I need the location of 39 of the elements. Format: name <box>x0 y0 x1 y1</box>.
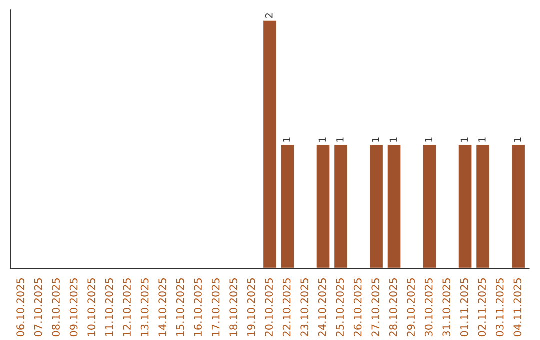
x-tick-label: 31.10.2025 <box>442 278 451 336</box>
x-tick-label: 19.10.2025 <box>247 278 256 336</box>
x-tick-label: 23.10.2025 <box>300 278 309 337</box>
data-label: 1 <box>283 138 290 142</box>
data-label: 1 <box>425 138 432 142</box>
x-tick-label: 17.10.2025 <box>212 278 220 336</box>
x-tick-label: 18.10.2025 <box>230 278 238 336</box>
x-tick-label: 22.10.2025 <box>282 278 291 337</box>
x-tick-label: 25.10.2025 <box>336 278 344 337</box>
x-tick-label: 27.10.2025 <box>372 278 380 337</box>
x-tick-label: 01.11.2025 <box>460 278 468 337</box>
data-label: 1 <box>460 138 468 142</box>
data-label: 2 <box>265 14 273 18</box>
x-tick-label: 15.10.2025 <box>176 278 184 336</box>
data-label: 1 <box>336 138 344 142</box>
data-label: 1 <box>514 138 522 142</box>
x-tick-label: 29.10.2025 <box>407 278 416 337</box>
x-tick-label: 08.10.2025 <box>52 278 60 337</box>
data-label: 1 <box>478 138 486 142</box>
x-tick-label: 02.11.2025 <box>478 278 486 337</box>
x-tick-label: 30.10.2025 <box>424 278 433 336</box>
x-tick-label: 20.10.2025 <box>265 278 274 337</box>
x-tick-label: 14.10.2025 <box>158 278 166 336</box>
data-label: 1 <box>318 138 326 142</box>
x-tick-label: 26.10.2025 <box>354 278 362 337</box>
x-tick-label: 16.10.2025 <box>194 278 202 336</box>
x-tick-label: 10.10.2025 <box>88 278 96 336</box>
x-tick-label: 24.10.2025 <box>318 278 326 337</box>
x-tick-label: 28.10.2025 <box>389 278 398 337</box>
x-tick-label: 13.10.2025 <box>140 278 149 336</box>
x-tick-label: 09.10.2025 <box>70 278 78 337</box>
x-tick-label: 12.10.2025 <box>123 278 131 336</box>
x-tick-label: 04.11.2025 <box>514 278 522 337</box>
data-label: 1 <box>372 138 380 142</box>
data-label: 1 <box>390 138 397 142</box>
x-tick-label: 11.10.2025 <box>105 278 114 336</box>
x-tick-label: 03.11.2025 <box>496 278 504 337</box>
x-tick-label: 06.10.2025 <box>16 278 24 337</box>
x-tick-label: 07.10.2025 <box>34 278 42 337</box>
